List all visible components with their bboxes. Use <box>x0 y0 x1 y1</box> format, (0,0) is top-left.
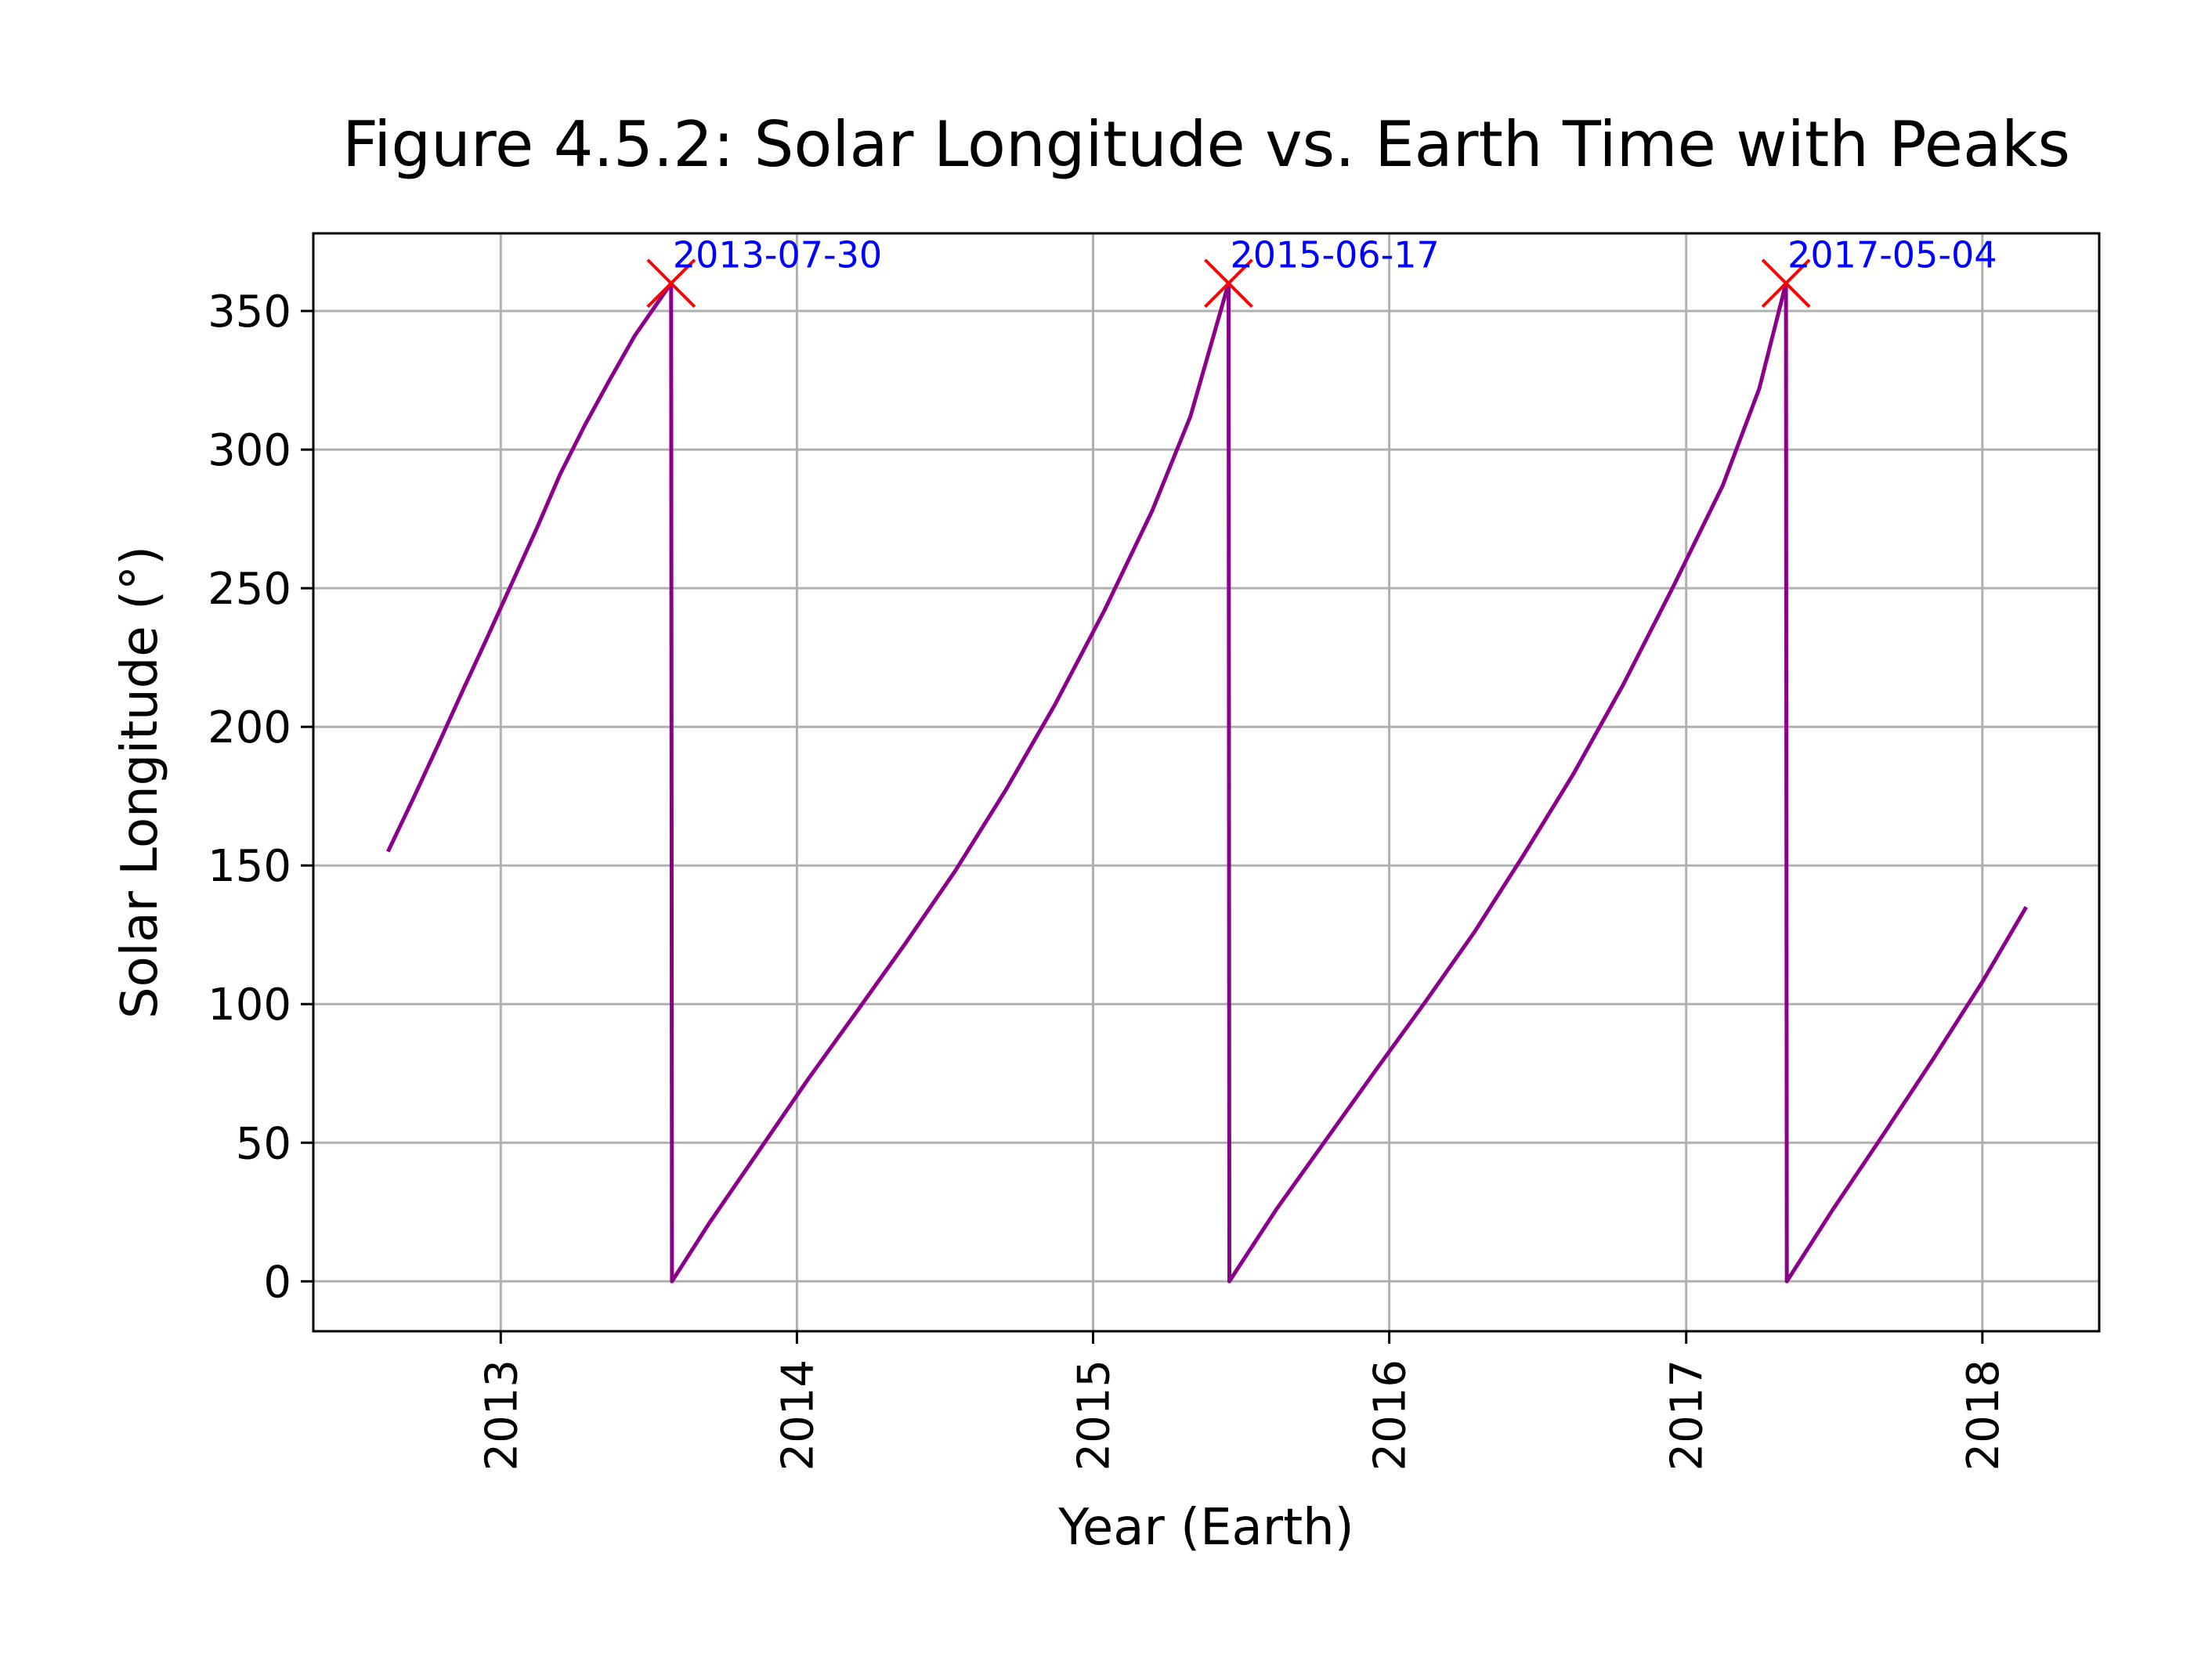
x-tick-label: 2013 <box>476 1359 527 1471</box>
x-tick-label: 2015 <box>1068 1359 1119 1471</box>
plot-frame <box>312 232 2101 1333</box>
y-axis: 0 50 100 150 200 250 300 350 <box>208 287 313 1308</box>
x-tick-label: 2014 <box>772 1359 823 1471</box>
peak-date-label: 2015-06-17 <box>1230 234 1439 276</box>
peak-x-stroke <box>1761 258 1811 309</box>
peak-marker <box>646 258 696 309</box>
y-tick-label: 150 <box>208 841 291 892</box>
peak-markers: 2013-07-30 2015-06-17 2017-05-04 <box>646 234 1997 309</box>
peak-x-stroke <box>646 258 696 309</box>
x-axis-label: Year (Earth) <box>1057 1499 1354 1557</box>
y-tick-label: 200 <box>208 702 291 753</box>
peak-x-stroke <box>1204 258 1253 309</box>
y-tick-label: 100 <box>208 980 291 1031</box>
x-axis: 2013 2014 2015 2016 2017 2018 <box>476 1331 2009 1471</box>
peak-date-label: 2013-07-30 <box>673 234 882 276</box>
peak-marker <box>1761 258 1811 309</box>
y-tick-label: 300 <box>208 425 291 476</box>
peak-date-label: 2017-05-04 <box>1787 234 1997 276</box>
grid-lines <box>313 233 2099 1331</box>
y-tick-label: 0 <box>263 1257 291 1308</box>
x-tick-label: 2016 <box>1365 1359 1416 1471</box>
x-tick-label: 2017 <box>1662 1359 1713 1471</box>
peak-marker <box>1204 258 1253 309</box>
y-axis-label: Solar Longitude (°) <box>111 546 169 1019</box>
x-tick-label: 2018 <box>1958 1359 2009 1471</box>
y-tick-label: 50 <box>236 1118 291 1169</box>
chart-title: Figure 4.5.2: Solar Longitude vs. Earth … <box>342 108 2070 181</box>
solar-longitude-line <box>386 281 2028 1283</box>
y-tick-label: 250 <box>208 564 291 615</box>
y-tick-label: 350 <box>208 287 291 338</box>
